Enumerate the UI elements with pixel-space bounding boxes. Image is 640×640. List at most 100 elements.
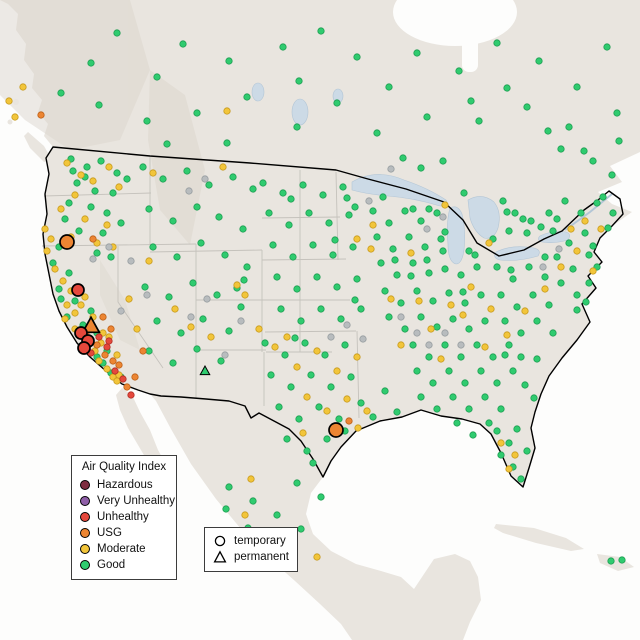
station-marker-good[interactable] (481, 317, 489, 325)
station-marker-good[interactable] (385, 83, 393, 91)
station-marker-good[interactable] (249, 185, 257, 193)
station-marker-moderate[interactable] (505, 465, 513, 473)
station-marker-good[interactable] (97, 157, 105, 165)
station-marker-good[interactable] (509, 275, 517, 283)
station-marker-good[interactable] (75, 227, 83, 235)
station-marker-good[interactable] (505, 341, 513, 349)
station-marker-moderate[interactable] (313, 553, 321, 561)
station-marker-good[interactable] (425, 353, 433, 361)
station-marker-moderate[interactable] (521, 307, 529, 315)
temporary-station-marker-usg[interactable] (59, 234, 75, 250)
station-marker-good[interactable] (243, 93, 251, 101)
station-marker-moderate[interactable] (105, 163, 113, 171)
station-marker-good[interactable] (73, 179, 81, 187)
station-marker-moderate[interactable] (241, 291, 249, 299)
station-marker-good[interactable] (107, 253, 115, 261)
station-marker-good[interactable] (279, 43, 287, 51)
station-marker-good[interactable] (113, 169, 121, 177)
station-marker-good[interactable] (333, 99, 341, 107)
station-marker-good[interactable] (449, 393, 457, 401)
station-marker-good[interactable] (61, 215, 69, 223)
station-marker-good[interactable] (321, 351, 329, 359)
station-marker-moderate[interactable] (354, 424, 362, 432)
station-marker-moderate[interactable] (353, 235, 361, 243)
station-marker-good[interactable] (465, 405, 473, 413)
station-marker-good[interactable] (65, 269, 73, 277)
station-marker-usg[interactable] (107, 325, 115, 333)
station-marker-good[interactable] (441, 265, 449, 273)
station-marker-good[interactable] (159, 175, 167, 183)
station-marker-good[interactable] (351, 203, 359, 211)
station-marker-good[interactable] (477, 367, 485, 375)
station-marker-good[interactable] (222, 505, 230, 513)
station-marker-good[interactable] (460, 189, 468, 197)
station-marker-good[interactable] (535, 57, 543, 65)
station-marker-usg[interactable] (115, 361, 123, 369)
station-marker-moderate[interactable] (241, 511, 249, 519)
station-marker-good[interactable] (493, 379, 501, 387)
temporary-station-marker-unhealthy[interactable] (77, 341, 91, 355)
station-marker-good[interactable] (393, 408, 401, 416)
station-marker-moderate[interactable] (581, 217, 589, 225)
station-marker-usg[interactable] (131, 373, 139, 381)
station-marker-moderate[interactable] (71, 191, 79, 199)
station-marker-moderate[interactable] (95, 357, 103, 365)
station-marker-moderate[interactable] (387, 295, 395, 303)
station-marker-good[interactable] (449, 315, 457, 323)
station-marker-good[interactable] (607, 557, 615, 565)
station-marker-good[interactable] (401, 325, 409, 333)
station-marker-good[interactable] (545, 301, 553, 309)
station-marker-good[interactable] (295, 415, 303, 423)
station-marker-missing[interactable] (555, 245, 563, 253)
station-marker-good[interactable] (423, 256, 431, 264)
station-marker-good[interactable] (445, 367, 453, 375)
station-marker-good[interactable] (93, 249, 101, 257)
station-marker-good[interactable] (409, 341, 417, 349)
station-marker-good[interactable] (527, 217, 535, 225)
station-marker-good[interactable] (87, 59, 95, 67)
station-marker-unhealthy[interactable] (127, 391, 135, 399)
station-marker-good[interactable] (179, 40, 187, 48)
station-marker-good[interactable] (299, 181, 307, 189)
station-marker-moderate[interactable] (363, 407, 371, 415)
station-marker-good[interactable] (433, 209, 441, 217)
station-marker-moderate[interactable] (299, 429, 307, 437)
station-marker-good[interactable] (317, 305, 325, 313)
station-marker-usg[interactable] (101, 351, 109, 359)
station-marker-good[interactable] (353, 53, 361, 61)
station-marker-moderate[interactable] (125, 295, 133, 303)
station-marker-moderate[interactable] (81, 293, 89, 301)
station-marker-good[interactable] (269, 241, 277, 249)
station-marker-good[interactable] (459, 288, 467, 296)
station-marker-good[interactable] (261, 339, 269, 347)
station-marker-good[interactable] (485, 419, 493, 427)
station-marker-good[interactable] (544, 127, 552, 135)
station-marker-good[interactable] (533, 317, 541, 325)
station-marker-good[interactable] (309, 459, 317, 467)
station-marker-good[interactable] (217, 357, 225, 365)
station-marker-good[interactable] (265, 209, 273, 217)
station-marker-good[interactable] (523, 103, 531, 111)
station-marker-good[interactable] (503, 84, 511, 92)
station-marker-good[interactable] (525, 263, 533, 271)
station-marker-good[interactable] (173, 253, 181, 261)
temporary-station-marker-usg[interactable] (328, 422, 344, 438)
station-marker-good[interactable] (509, 367, 517, 375)
station-marker-good[interactable] (291, 334, 299, 342)
station-marker-good[interactable] (433, 405, 441, 413)
station-marker-good[interactable] (237, 303, 245, 311)
station-marker-good[interactable] (221, 251, 229, 259)
station-marker-good[interactable] (489, 353, 497, 361)
station-marker-good[interactable] (141, 283, 149, 291)
station-marker-moderate[interactable] (115, 183, 123, 191)
station-marker-good[interactable] (429, 379, 437, 387)
station-marker-good[interactable] (381, 387, 389, 395)
station-marker-moderate[interactable] (367, 245, 375, 253)
station-marker-moderate[interactable] (407, 249, 415, 257)
station-marker-good[interactable] (581, 229, 589, 237)
station-marker-moderate[interactable] (77, 301, 85, 309)
station-marker-good[interactable] (267, 371, 275, 379)
station-marker-good[interactable] (317, 493, 325, 501)
station-marker-moderate[interactable] (447, 301, 455, 309)
station-marker-good[interactable] (593, 199, 601, 207)
